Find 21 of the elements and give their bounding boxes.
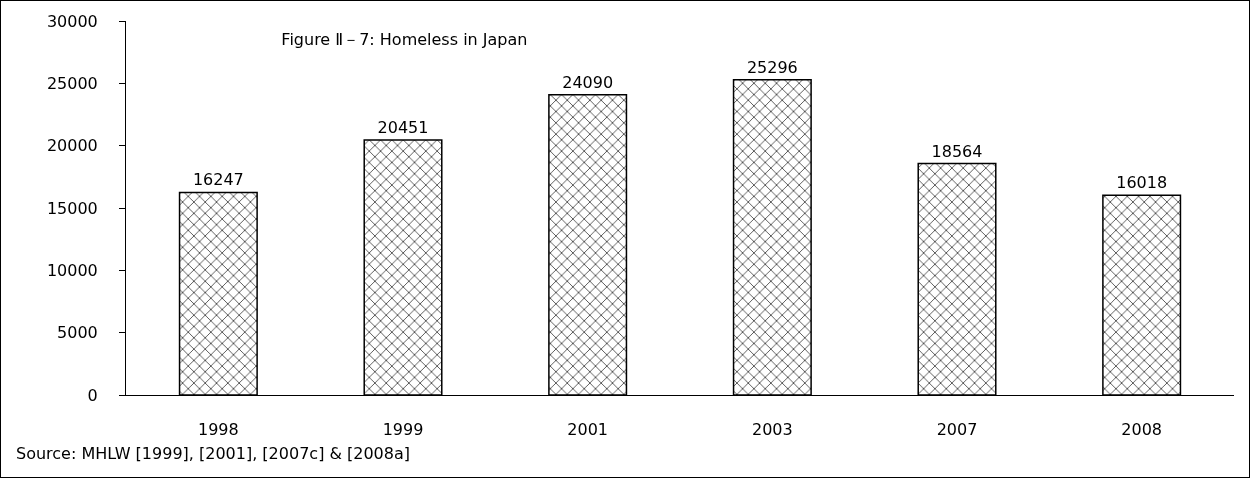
y-tick-label: 20000 [46,136,98,156]
x-tick-label: 2001 [567,420,609,440]
data-label: 16018 [1116,173,1168,193]
data-label: 18564 [931,141,983,161]
data-label: 16247 [192,170,244,190]
data-label: 20451 [377,118,429,138]
data-label: 24090 [562,72,614,92]
x-tick-label: 2008 [1121,420,1163,440]
text: Figure Ⅱ－7: Homeless in Japan [281,29,528,49]
y-tick-label: 25000 [46,73,98,93]
y-tick-label: 5000 [57,323,98,343]
y-tick-label: 15000 [46,198,98,218]
x-tick-label: 1999 [382,420,424,440]
x-tick-label: 2007 [936,420,978,440]
y-tick-label: 30000 [46,11,98,31]
x-tick-label: 2003 [751,420,793,440]
y-tick-label: 0 [87,385,98,405]
x-tick-label: 1998 [197,420,239,440]
source-note: Source: MHLW [1999], [2001], [2007c] & [2008a] [16,444,411,463]
y-tick-label: 10000 [46,260,98,280]
data-label: 25296 [746,57,798,77]
